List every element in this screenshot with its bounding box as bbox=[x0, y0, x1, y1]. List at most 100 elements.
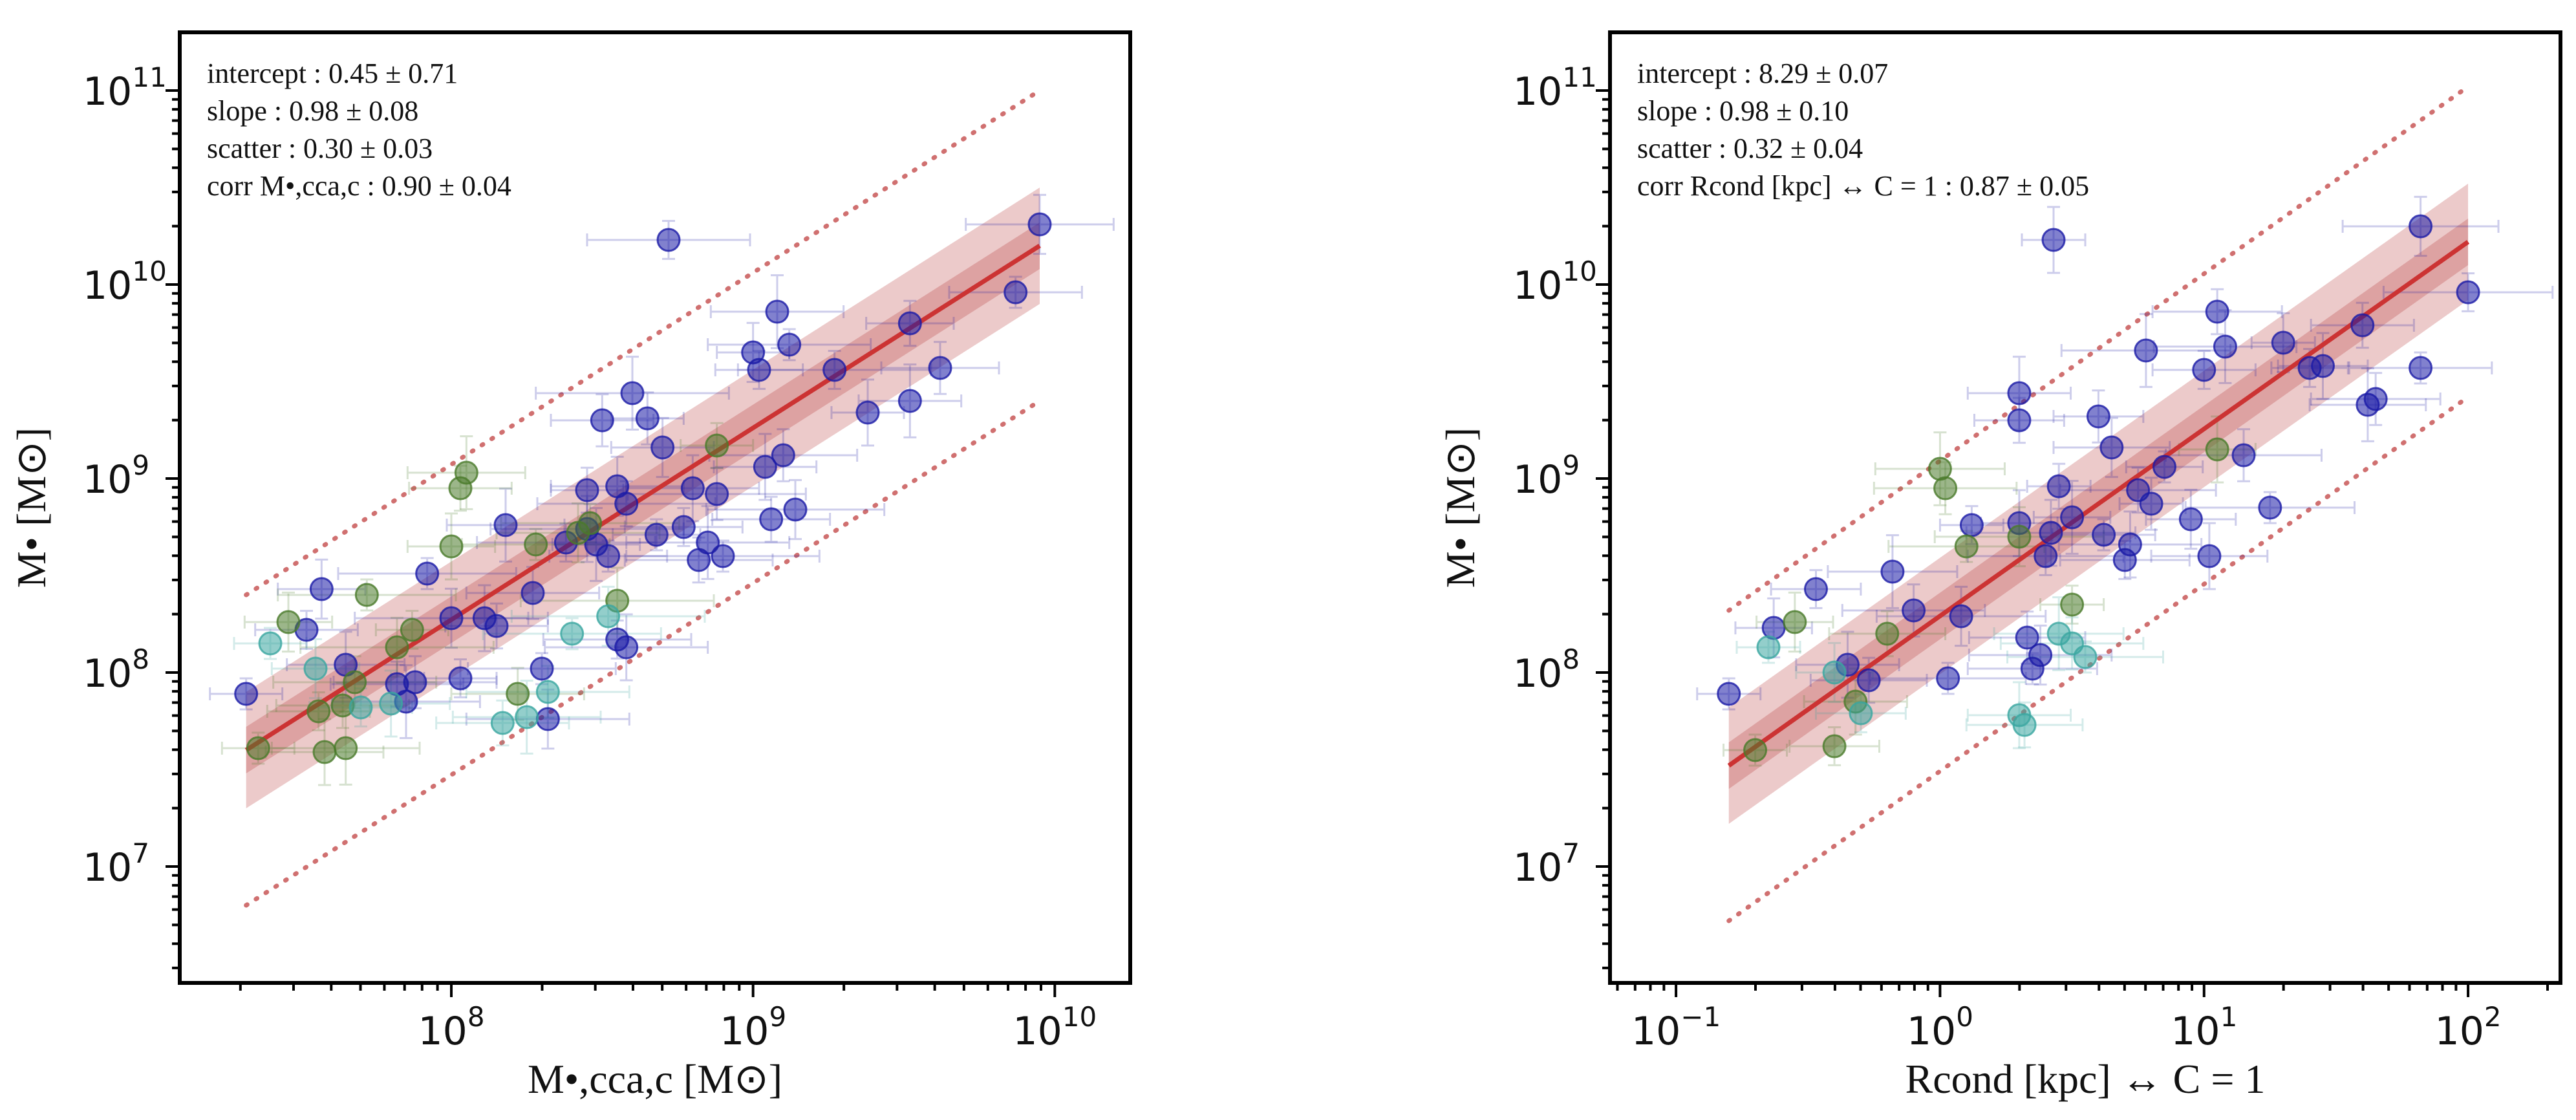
left-teal-point bbox=[560, 621, 585, 646]
right-blue-point bbox=[2007, 381, 2032, 405]
left-blue-point bbox=[614, 635, 639, 660]
left-blue-point bbox=[309, 577, 334, 601]
left-x-tick-label: 109 bbox=[720, 1001, 786, 1054]
left-x-axis-label: M•,cca,c [M⊙] bbox=[528, 1056, 782, 1102]
left-green-point bbox=[705, 433, 729, 458]
right-y-axis-label: M• [M⊙] bbox=[1437, 427, 1483, 588]
right-stat-scatter: scatter : 0.32 ± 0.04 bbox=[1637, 133, 1863, 164]
left-teal-point bbox=[596, 604, 621, 629]
right-x-tick-label: 101 bbox=[2171, 1001, 2237, 1054]
left-blue-point bbox=[521, 581, 545, 605]
left-blue-point bbox=[1004, 280, 1028, 305]
left-blue-point bbox=[759, 507, 784, 532]
left-blue-point bbox=[234, 682, 259, 706]
left-green-point bbox=[334, 736, 358, 760]
right-blue-point bbox=[2039, 521, 2063, 545]
right-blue-point bbox=[2350, 313, 2375, 338]
left-blue-point bbox=[1027, 212, 1052, 237]
right-x-tick-exponent: 2 bbox=[2484, 1001, 2502, 1033]
left-blue-point bbox=[711, 544, 735, 568]
right-blue-point bbox=[2409, 356, 2433, 380]
right-green-point bbox=[2007, 524, 2032, 549]
left-blue-point bbox=[535, 707, 560, 731]
right-blue-point bbox=[2046, 474, 2071, 499]
left-blue-point bbox=[777, 332, 802, 357]
right-x-tick-label: 100 bbox=[1907, 1001, 1973, 1054]
left-green-point bbox=[343, 670, 367, 695]
left-plot-area bbox=[209, 88, 1115, 908]
right-blue-point bbox=[2028, 643, 2053, 667]
left-y-tick-label: 1010 bbox=[83, 255, 167, 308]
right-green-point bbox=[1954, 534, 1979, 559]
left-green-point bbox=[506, 682, 530, 706]
left-blue-point bbox=[680, 476, 705, 501]
left-blue-point bbox=[771, 443, 795, 468]
right-teal-point bbox=[1849, 701, 1873, 726]
left-blue-point bbox=[855, 400, 880, 425]
left-stats-box: intercept : 0.45 ± 0.71 slope : 0.98 ± 0… bbox=[207, 58, 511, 202]
left-blue-point bbox=[493, 513, 518, 537]
right-y-tick-label: 107 bbox=[1513, 837, 1580, 890]
left-blue-point bbox=[671, 515, 696, 539]
right-y-tick-label: 109 bbox=[1513, 449, 1580, 502]
left-stat-corr: corr M•,cca,c : 0.90 ± 0.04 bbox=[207, 170, 511, 202]
right-blue-point bbox=[2409, 214, 2433, 239]
right-y-tick-exponent: 7 bbox=[1562, 837, 1580, 869]
right-x-tick-exponent: −1 bbox=[1680, 1001, 1721, 1033]
right-blue-point bbox=[1902, 598, 1926, 623]
left-blue-point bbox=[620, 381, 645, 405]
left-y-axis-label: M• [M⊙] bbox=[8, 427, 54, 588]
left-blue-point bbox=[783, 497, 808, 522]
left-x-tick-exponent: 8 bbox=[467, 1001, 485, 1033]
left-blue-point bbox=[753, 455, 777, 479]
left-teal-point bbox=[258, 631, 283, 656]
right-green-point bbox=[1875, 621, 1900, 646]
left-y-tick-exponent: 8 bbox=[132, 643, 149, 675]
left-stat-intercept: intercept : 0.45 ± 0.71 bbox=[207, 58, 458, 89]
right-blue-point bbox=[2092, 522, 2116, 547]
right-green-point bbox=[1933, 476, 1958, 501]
left-blue-point bbox=[897, 311, 922, 336]
right-blue-point bbox=[2311, 354, 2335, 378]
right-y-tick-exponent: 9 bbox=[1562, 449, 1580, 481]
left-y-tick-label: 109 bbox=[83, 449, 149, 502]
left-blue-point bbox=[415, 561, 440, 586]
right-blue-point bbox=[2015, 625, 2039, 650]
left-blue-point bbox=[928, 356, 952, 380]
right-blue-point bbox=[2007, 408, 2032, 433]
right-y-tick-exponent: 11 bbox=[1562, 61, 1596, 93]
right-green-point bbox=[1743, 738, 1768, 762]
left-green-point bbox=[354, 583, 379, 607]
right-y-tick-exponent: 8 bbox=[1562, 643, 1580, 675]
right-blue-point bbox=[1804, 577, 1828, 601]
right-stat-slope: slope : 0.98 ± 0.10 bbox=[1637, 95, 1849, 127]
right-blue-point bbox=[2118, 532, 2142, 557]
right-blue-point bbox=[1880, 559, 1905, 584]
right-plot-area bbox=[1696, 84, 2554, 923]
right-blue-point bbox=[2041, 228, 2066, 252]
left-blue-point bbox=[644, 522, 669, 547]
right-x-tick-exponent: 0 bbox=[1956, 1001, 1973, 1033]
left-teal-point bbox=[490, 711, 515, 735]
left-blue-point bbox=[765, 299, 789, 324]
left-blue-point bbox=[484, 614, 509, 638]
right-teal-point bbox=[1822, 660, 1847, 685]
right-y-tick-label: 1011 bbox=[1513, 61, 1597, 114]
left-blue-point bbox=[635, 406, 660, 431]
right-blue-point bbox=[2152, 455, 2176, 479]
right-blue-point bbox=[2086, 404, 2110, 429]
left-green-point bbox=[578, 511, 603, 535]
right-blue-point bbox=[2134, 338, 2158, 363]
left-green-point bbox=[400, 618, 424, 642]
right-teal-point bbox=[2012, 713, 2037, 737]
left-green-point bbox=[276, 610, 301, 634]
right-green-point bbox=[2205, 437, 2229, 462]
left-green-point bbox=[246, 736, 270, 760]
right-blue-point bbox=[2197, 544, 2222, 568]
right-fit-line bbox=[1727, 240, 2470, 768]
right-green-point bbox=[1822, 734, 1847, 759]
left-blue-point bbox=[747, 358, 771, 382]
left-blue-point bbox=[439, 606, 464, 630]
